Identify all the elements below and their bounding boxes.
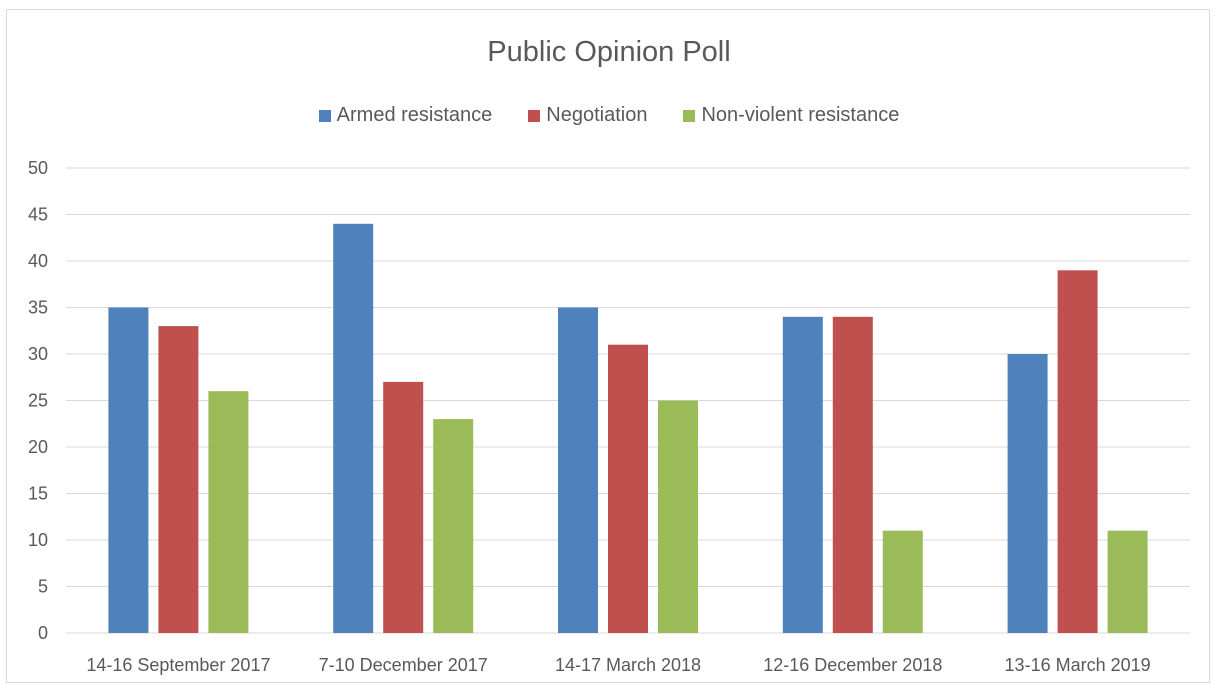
x-tick-label: 12-16 December 2018 (763, 655, 942, 675)
y-tick-label: 35 (28, 298, 48, 318)
legend-label-armed: Armed resistance (336, 104, 493, 126)
bar (108, 307, 149, 633)
y-tick-label: 10 (28, 530, 48, 550)
y-tick-label: 30 (28, 344, 48, 364)
bar (1007, 354, 1048, 633)
bar (832, 316, 873, 633)
legend-swatch-nonviolent (683, 109, 696, 122)
x-tick-label: 7-10 December 2017 (319, 655, 488, 675)
legend-swatch-armed (318, 109, 331, 122)
y-tick-label: 45 (28, 205, 48, 225)
legend-item-negotiation: Negotiation (528, 104, 647, 127)
x-tick-label: 13-16 March 2019 (1005, 655, 1151, 675)
bar (333, 223, 374, 634)
y-tick-label: 40 (28, 251, 48, 271)
bar (608, 344, 648, 633)
y-tick-label: 0 (38, 623, 48, 643)
x-tick-label: 14-16 September 2017 (86, 655, 270, 675)
chart-title: Public Opinion Poll (487, 36, 731, 68)
bar (882, 530, 923, 633)
bar (1107, 530, 1148, 633)
bar (1057, 270, 1098, 633)
legend-label-nonviolent: Non-violent resistance (701, 104, 900, 126)
legend-label-negotiation: Negotiation (546, 104, 648, 126)
bar (558, 307, 598, 633)
legend-item-armed: Armed resistance (318, 104, 493, 127)
y-tick-label: 50 (28, 158, 48, 178)
legend-swatch-negotiation (528, 109, 541, 122)
bar (782, 316, 823, 633)
y-tick-label: 5 (38, 577, 48, 597)
bar (208, 391, 249, 633)
legend: Armed resistance Negotiation Non-violent… (0, 104, 1218, 127)
bar (433, 419, 474, 633)
bar (383, 381, 424, 633)
y-tick-label: 25 (28, 391, 48, 411)
x-tick-label: 14-17 March 2018 (555, 655, 701, 675)
y-tick-label: 20 (28, 437, 48, 457)
legend-item-nonviolent: Non-violent resistance (683, 104, 899, 127)
y-tick-label: 15 (28, 484, 48, 504)
bar (658, 400, 698, 633)
bar (158, 326, 199, 633)
